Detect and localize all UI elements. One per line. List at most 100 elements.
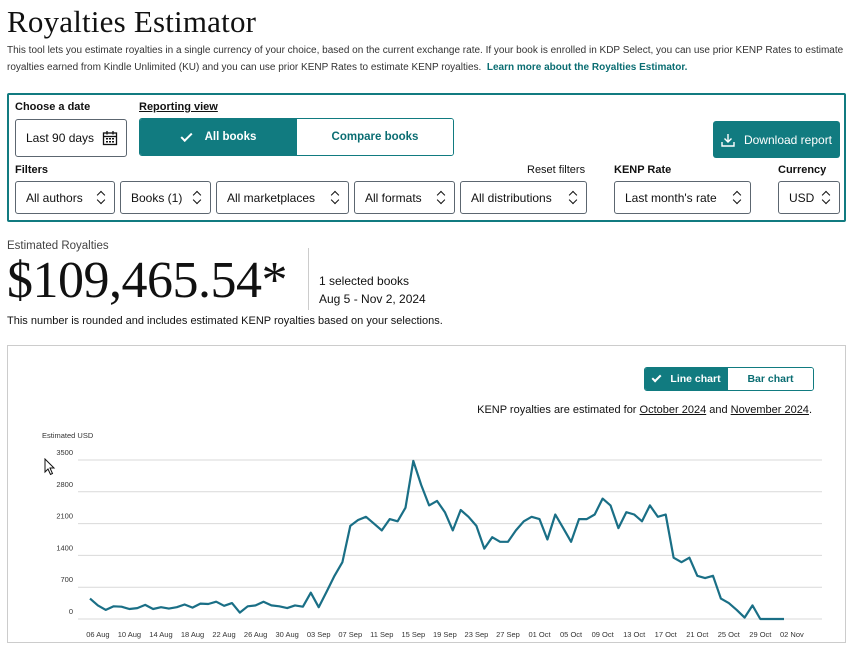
data-point [570, 541, 572, 543]
filter-authors[interactable]: All authors [15, 181, 115, 214]
data-point [136, 607, 138, 609]
data-point [775, 618, 777, 620]
filter-distributions[interactable]: All distributions [460, 181, 587, 214]
data-point [538, 518, 540, 520]
data-point [310, 591, 312, 593]
compare-books-option[interactable]: Compare books [297, 119, 453, 155]
mouse-cursor-icon [44, 458, 56, 476]
data-point [467, 516, 469, 518]
y-tick-label: 0 [69, 607, 73, 616]
data-point [712, 575, 714, 577]
data-point [428, 504, 430, 506]
data-point [649, 504, 651, 506]
data-point [594, 513, 596, 515]
kenp-note-and: and [706, 404, 731, 416]
data-point [459, 509, 461, 511]
kenp-rate-value: Last month's rate [625, 190, 717, 205]
kenp-note-suffix: . [808, 404, 812, 416]
data-point [767, 618, 769, 620]
data-point [388, 518, 390, 520]
x-tick-label: 11 Sep [370, 630, 393, 639]
all-books-option[interactable]: All books [140, 119, 297, 155]
data-point [278, 605, 280, 607]
data-point [609, 504, 611, 506]
x-tick-label: 22 Aug [212, 630, 235, 639]
x-tick-label: 19 Sep [433, 630, 457, 639]
select-arrows-icon [331, 190, 340, 205]
data-point [247, 605, 249, 607]
data-point [601, 497, 603, 499]
data-point [554, 513, 556, 515]
download-report-button[interactable]: Download report [713, 121, 840, 158]
data-point [105, 609, 107, 611]
chart-type-toggle: Line chart Bar chart [644, 367, 814, 391]
data-point [191, 606, 193, 608]
date-label: Choose a date [15, 101, 91, 113]
data-point [641, 520, 643, 522]
date-value: Last 90 days [26, 131, 95, 145]
select-arrows-icon [437, 190, 446, 205]
data-point [89, 597, 91, 599]
x-tick-label: 26 Aug [244, 630, 267, 639]
learn-more-link[interactable]: Learn more about the Royalties Estimator… [486, 62, 688, 73]
currency-select[interactable]: USD [778, 181, 840, 214]
data-point [231, 602, 233, 604]
filter-authors-label: All authors [26, 190, 83, 205]
data-point [176, 606, 178, 608]
data-point [546, 538, 548, 540]
october-2024-link[interactable]: October 2024 [639, 404, 707, 416]
select-arrows-icon [569, 190, 578, 205]
data-point [436, 500, 438, 502]
check-icon [180, 129, 193, 142]
data-point [396, 520, 398, 522]
intro-text: This tool lets you estimate royalties in… [7, 42, 852, 76]
bar-chart-label: Bar chart [747, 373, 794, 385]
y-tick-label: 2100 [56, 512, 73, 521]
x-tick-label: 05 Oct [560, 630, 583, 639]
y-tick-label: 2800 [56, 480, 73, 489]
select-arrows-icon [822, 190, 831, 205]
reporting-view-toggle: All books Compare books [139, 118, 454, 156]
x-tick-label: 03 Sep [307, 630, 331, 639]
filter-marketplaces[interactable]: All marketplaces [216, 181, 349, 214]
currency-label: Currency [778, 164, 827, 176]
estimated-royalties-amount: $109,465.54* [7, 252, 288, 309]
line-chart-option[interactable]: Line chart [645, 368, 729, 390]
data-point [286, 607, 288, 609]
data-point [633, 513, 635, 515]
reset-filters-link[interactable]: Reset filters [527, 164, 586, 176]
chart-card: Line chart Bar chart KENP royalties are … [7, 345, 846, 643]
bar-chart-option[interactable]: Bar chart [728, 368, 813, 390]
data-point [680, 561, 682, 563]
x-tick-label: 23 Sep [465, 630, 489, 639]
filter-formats[interactable]: All formats [354, 181, 455, 214]
x-tick-label: 18 Aug [181, 630, 204, 639]
x-tick-label: 15 Sep [401, 630, 425, 639]
data-point [270, 604, 272, 606]
x-tick-label: 25 Oct [718, 630, 741, 639]
data-point [499, 541, 501, 543]
y-tick-label: 1400 [56, 543, 73, 552]
data-point [696, 575, 698, 577]
data-point [254, 604, 256, 606]
data-point [183, 603, 185, 605]
x-tick-label: 21 Oct [686, 630, 709, 639]
data-point [239, 611, 241, 613]
select-arrows-icon [97, 190, 106, 205]
date-picker[interactable]: Last 90 days [15, 119, 127, 157]
y-axis-title: Estimated USD [42, 431, 94, 440]
kenp-rate-select[interactable]: Last month's rate [614, 181, 751, 214]
data-point [333, 575, 335, 577]
y-tick-label: 3500 [56, 448, 73, 457]
kenp-estimate-note: KENP royalties are estimated for October… [477, 404, 812, 416]
currency-value: USD [789, 190, 815, 205]
data-point [207, 603, 209, 605]
x-tick-label: 06 Aug [86, 630, 109, 639]
data-point [152, 608, 154, 610]
line-chart-label: Line chart [670, 373, 721, 385]
november-2024-link[interactable]: November 2024 [730, 404, 809, 416]
data-point [452, 529, 454, 531]
rounding-note: This number is rounded and includes esti… [7, 315, 443, 327]
x-tick-label: 01 Oct [528, 630, 551, 639]
filter-books[interactable]: Books (1) [120, 181, 211, 214]
